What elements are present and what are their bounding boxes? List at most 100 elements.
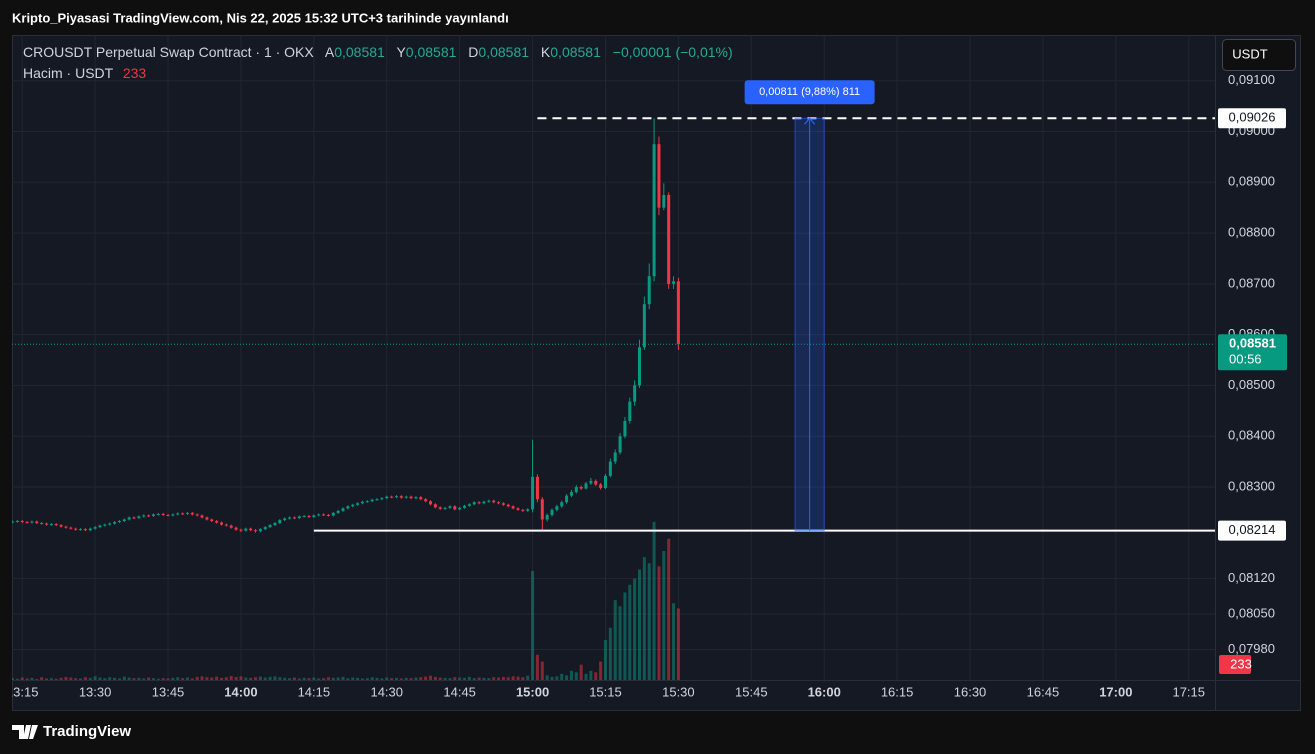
volume-bar <box>88 677 92 680</box>
ohlc-key: Y <box>396 44 406 60</box>
candle-body <box>394 496 398 498</box>
candle-body <box>93 527 97 529</box>
candle-body <box>428 501 433 505</box>
volume-bar <box>210 677 214 680</box>
volume-bar <box>302 677 306 680</box>
candle-body <box>258 529 262 532</box>
candle-body <box>176 513 180 515</box>
volume-bar <box>472 678 476 680</box>
candle-body <box>283 518 287 521</box>
volume-bar <box>137 677 141 680</box>
candle-body <box>132 517 136 519</box>
volume-bar <box>531 570 535 680</box>
x-tick-label: 15:45 <box>735 684 768 699</box>
candle-body <box>642 304 646 348</box>
candle-body <box>88 528 92 531</box>
candle-body <box>613 452 617 462</box>
candle-body <box>322 514 326 516</box>
currency-button[interactable] <box>1222 39 1296 71</box>
volume-bar <box>608 627 612 680</box>
level-label: 0,09026 <box>1229 110 1276 125</box>
candle-body <box>113 522 117 524</box>
level-label-box <box>1218 108 1286 129</box>
volume-bar <box>132 678 136 680</box>
candle-body <box>244 528 248 531</box>
candle-body <box>292 517 296 519</box>
volume-bar <box>550 676 554 680</box>
candle-body <box>531 476 535 510</box>
candle-body <box>365 501 369 503</box>
candle-body <box>477 502 481 504</box>
volume-bar <box>205 677 209 680</box>
volume-bar <box>662 551 666 680</box>
volume-bar <box>574 672 578 680</box>
volume-bar <box>156 678 160 680</box>
volume-bar <box>317 678 321 680</box>
candle-body <box>297 516 301 518</box>
candle-body <box>540 499 544 520</box>
candle-body <box>239 529 243 531</box>
volume-bar <box>69 677 73 680</box>
candle-body <box>268 525 272 528</box>
candle-body <box>20 521 24 523</box>
candle-body <box>419 497 423 500</box>
x-tick-label: 17:15 <box>1172 684 1205 699</box>
volume-bar <box>370 677 374 680</box>
candle-body <box>560 502 564 507</box>
volume-bar <box>45 678 49 680</box>
candle-body <box>69 527 73 529</box>
candle-body <box>156 513 160 515</box>
y-tick-label: 0,08400 <box>1228 428 1275 443</box>
candle-body <box>161 513 165 515</box>
volume-bar <box>535 654 539 680</box>
time-axis: 13:15 13:30 13:45 14:00 14:15 14:30 14:45 15:00… <box>12 684 1205 699</box>
candle-body <box>83 529 87 531</box>
x-tick-label: 16:15 <box>881 684 914 699</box>
volume-bar <box>404 677 408 680</box>
volume-bar <box>176 677 180 680</box>
volume-bar <box>482 677 486 680</box>
candle-body <box>667 194 671 284</box>
candle-body <box>618 436 622 453</box>
currency-label[interactable]: USDT <box>1232 46 1267 61</box>
candle-body <box>346 506 350 509</box>
candle-body <box>64 526 68 528</box>
volume-bar <box>35 679 39 680</box>
ohlc-key: A <box>325 44 335 60</box>
candle-body <box>181 513 185 515</box>
candle-body <box>516 508 520 510</box>
candle-body <box>200 515 204 518</box>
volume-bar <box>229 676 233 680</box>
volume-bar <box>59 677 63 680</box>
volume-bar <box>433 676 437 680</box>
volume-bar <box>346 678 350 680</box>
candle-body <box>672 281 676 284</box>
candle-body <box>98 525 102 528</box>
volume-bar <box>521 677 525 680</box>
volume-bar <box>166 678 170 680</box>
ohlc-key: K <box>541 44 551 60</box>
candle-body <box>79 529 83 531</box>
candle-body <box>506 504 510 507</box>
candle-body <box>25 522 29 524</box>
volume-bar <box>49 678 53 680</box>
candle-body <box>288 517 292 519</box>
volume-bar <box>283 677 287 680</box>
volume-bar <box>414 677 418 680</box>
y-tick-label: 0,07980 <box>1228 641 1275 656</box>
volume-bar <box>453 677 457 680</box>
volume-legend: Hacim · USDT 233 <box>23 65 146 81</box>
candle-body <box>273 523 277 526</box>
candle-body <box>594 480 598 485</box>
candle-body <box>414 497 418 499</box>
candle-body <box>317 514 321 516</box>
candle-body <box>12 521 14 523</box>
candle-body <box>108 523 112 525</box>
candle-body <box>117 521 121 523</box>
candle-body <box>433 504 437 508</box>
volume-bar <box>497 677 501 680</box>
volume-bar <box>117 678 121 680</box>
volume-bar <box>637 569 642 680</box>
volume-bar <box>647 563 651 680</box>
candle-body <box>45 523 49 525</box>
